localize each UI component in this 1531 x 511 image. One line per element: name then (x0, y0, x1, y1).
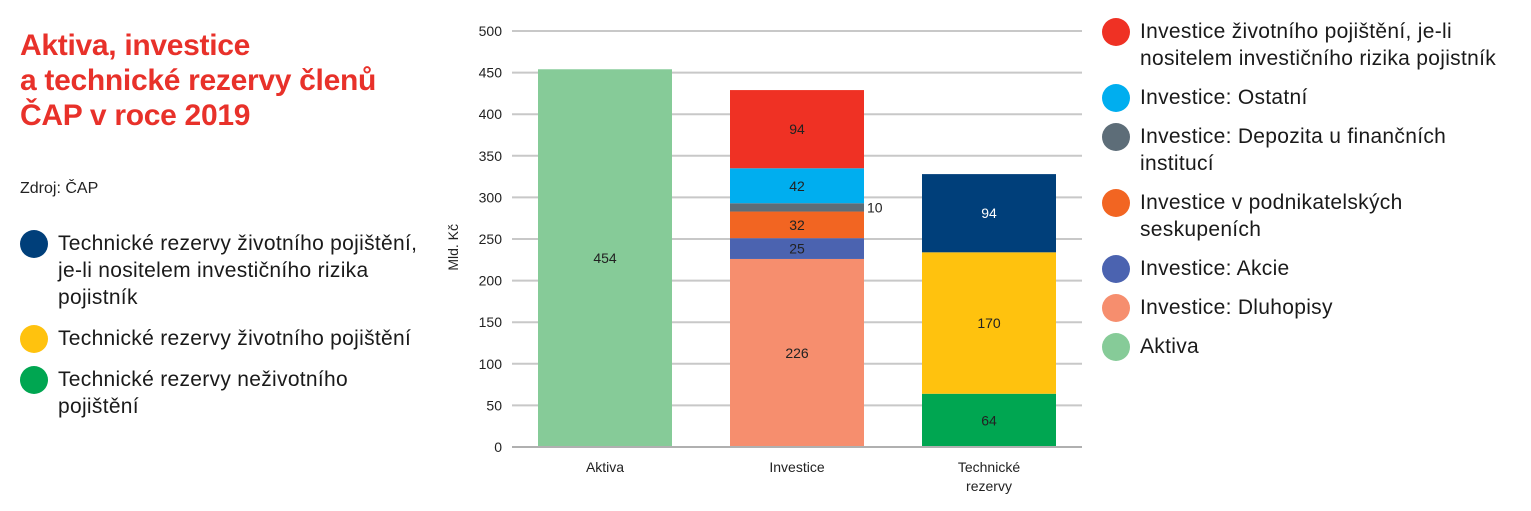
x-tick-label: Aktiva (586, 459, 624, 475)
legend-item: Investice: Akcie (1102, 255, 1522, 283)
legend-item: Technické rezervy neživotního pojištění (20, 366, 430, 420)
legend-right: Investice životního pojištění, je-li nos… (1102, 18, 1522, 372)
legend-label: Investice: Akcie (1140, 257, 1290, 280)
legend-swatch (20, 366, 48, 394)
data-label: 10 (867, 199, 883, 215)
y-tick-label: 100 (479, 356, 503, 372)
legend-swatch (20, 230, 48, 258)
y-tick-label: 500 (479, 23, 503, 39)
legend-swatch (1102, 123, 1130, 151)
y-tick-label: 250 (479, 231, 503, 247)
y-axis-label: Mld. Kč (445, 224, 461, 271)
legend-item: Technické rezervy životního pojištění (20, 325, 430, 353)
legend-label: Technické rezervy životního pojištění (58, 327, 412, 350)
data-label: 64 (981, 412, 997, 428)
bar-segment (730, 211, 864, 239)
chart-title: Aktiva, investice a technické rezervy čl… (20, 29, 377, 132)
bar-segment (730, 258, 864, 447)
legend-item: Investice životního pojištění, je-li nos… (1102, 18, 1522, 72)
bar-segment (922, 252, 1056, 394)
legend-left: Technické rezervy životního pojištění, j… (20, 230, 430, 434)
legend-swatch (1102, 255, 1130, 283)
bar-segment (730, 203, 864, 212)
legend-item: Investice: Dluhopisy (1102, 294, 1522, 322)
data-label: 32 (789, 217, 805, 233)
legend-label: Aktiva (1140, 335, 1199, 358)
x-tick-label: Technické (958, 459, 1020, 475)
legend-label: Investice v podnikatelských seskupeních (1140, 191, 1403, 241)
data-label: 94 (981, 205, 997, 221)
bar-segment (922, 174, 1056, 253)
y-tick-label: 450 (479, 65, 503, 81)
legend-swatch (1102, 84, 1130, 112)
bar-segment (730, 168, 864, 204)
y-tick-label: 150 (479, 314, 503, 330)
x-tick-label: Investice (769, 459, 824, 475)
bar-segment (730, 90, 864, 169)
legend-item: Investice: Depozita u finančních institu… (1102, 123, 1522, 177)
data-label: 94 (789, 121, 805, 137)
data-label: 25 (789, 241, 805, 257)
legend-label: Investice životního pojištění, je-li nos… (1140, 20, 1497, 70)
data-label: 226 (785, 345, 809, 361)
bar-segment (730, 238, 864, 259)
legend-swatch (20, 325, 48, 353)
data-label: 454 (593, 250, 617, 266)
legend-swatch (1102, 294, 1130, 322)
legend-label: Investice: Dluhopisy (1140, 296, 1333, 319)
legend-label: Technické rezervy životního pojištění, j… (58, 232, 418, 309)
y-tick-label: 300 (479, 189, 503, 205)
bar-segment (538, 69, 672, 447)
legend-item: Investice v podnikatelských seskupeních (1102, 189, 1522, 243)
data-label: 170 (977, 315, 1001, 331)
legend-swatch (1102, 18, 1130, 46)
legend-swatch (1102, 189, 1130, 217)
source-note: Zdroj: ČAP (20, 180, 99, 197)
legend-label: Technické rezervy neživotního pojištění (58, 368, 349, 418)
y-tick-label: 0 (494, 439, 502, 455)
bar-segment (922, 393, 1056, 447)
legend-label: Investice: Ostatní (1140, 86, 1308, 109)
legend-label: Investice: Depozita u finančních institu… (1140, 125, 1447, 175)
legend-swatch (1102, 333, 1130, 361)
y-tick-label: 400 (479, 106, 503, 122)
y-tick-label: 350 (479, 148, 503, 164)
legend-item: Aktiva (1102, 333, 1522, 361)
y-tick-label: 200 (479, 273, 503, 289)
y-tick-label: 50 (486, 397, 502, 413)
legend-item: Technické rezervy životního pojištění, j… (20, 230, 430, 311)
data-label: 42 (789, 178, 805, 194)
x-tick-label: rezervy (966, 478, 1012, 494)
legend-item: Investice: Ostatní (1102, 84, 1522, 112)
stacked-bar-chart: 0 50 100 150 200 250 300 350 400 450 500 Mld. Kč 454… (445, 23, 1082, 494)
